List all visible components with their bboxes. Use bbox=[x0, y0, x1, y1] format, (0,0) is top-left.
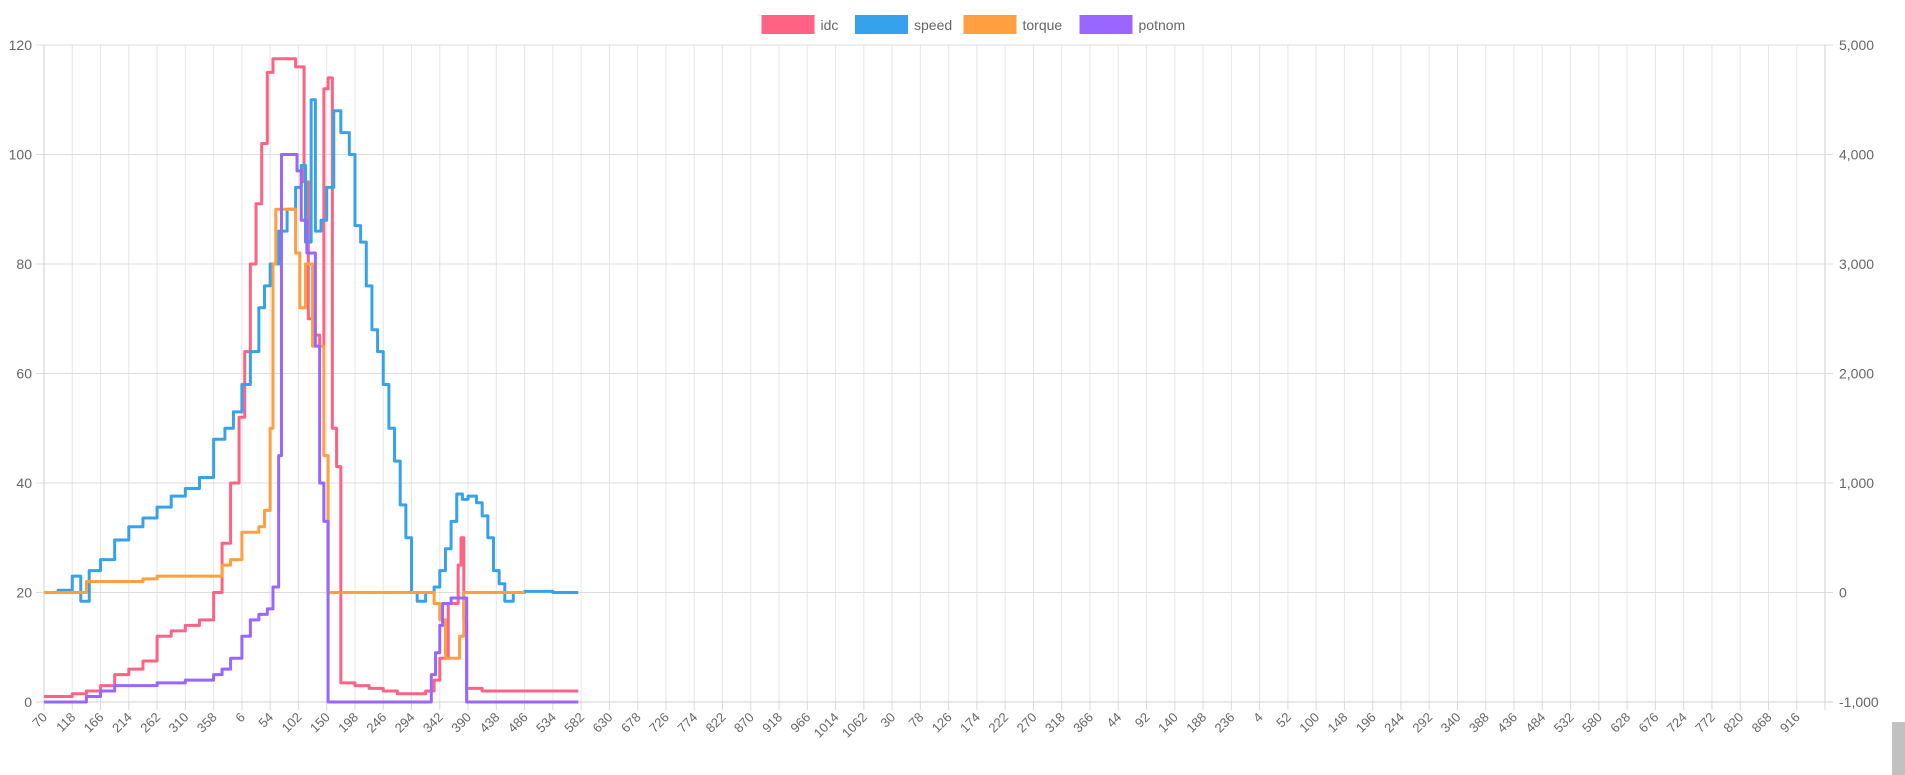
x-tick-label: 198 bbox=[335, 710, 361, 736]
x-tick-label: 222 bbox=[985, 710, 1011, 736]
x-tick-label: 118 bbox=[53, 710, 78, 735]
x-tick-label: 78 bbox=[906, 710, 927, 731]
x-tick-label: 820 bbox=[1720, 710, 1746, 736]
x-tick-label: 486 bbox=[505, 710, 531, 736]
x-tick-label: 678 bbox=[618, 710, 644, 736]
x-tick-label: 582 bbox=[561, 710, 587, 736]
y-left-tick-label: 80 bbox=[16, 256, 32, 272]
x-tick-label: 676 bbox=[1636, 710, 1662, 736]
x-tick-label: 292 bbox=[1409, 710, 1435, 736]
y-right-tick-label: 0 bbox=[1839, 585, 1847, 601]
x-tick-label: 1062 bbox=[839, 710, 870, 741]
x-tick-label: 870 bbox=[731, 710, 757, 736]
series-line-potnom bbox=[44, 153, 579, 704]
x-tick-label: 628 bbox=[1607, 710, 1633, 736]
x-tick-label: 366 bbox=[1070, 710, 1096, 736]
x-tick-label: 52 bbox=[1273, 710, 1294, 731]
x-tick-label: 868 bbox=[1749, 710, 1775, 736]
series-line-torque bbox=[44, 207, 525, 660]
x-tick-label: 166 bbox=[81, 710, 107, 736]
legend: idc speed torque potnom bbox=[761, 15, 1186, 34]
legend-item-speed: speed bbox=[855, 15, 952, 34]
series-lines bbox=[44, 57, 579, 704]
x-tick-label: 174 bbox=[957, 710, 983, 736]
x-tick-label: 214 bbox=[109, 710, 135, 736]
x-tick-label: 340 bbox=[1438, 710, 1464, 736]
series-line-speed bbox=[44, 98, 579, 603]
vertical-scrollbar-thumb[interactable] bbox=[1892, 722, 1905, 775]
x-tick-label: 44 bbox=[1104, 710, 1125, 731]
x-tick-label: 70 bbox=[29, 710, 50, 731]
x-tick-label: 318 bbox=[1042, 710, 1068, 736]
x-tick-label: 126 bbox=[929, 710, 955, 736]
x-tick-label: 236 bbox=[1212, 710, 1238, 736]
x-tick-label: 140 bbox=[1155, 710, 1181, 736]
y-right-tick-label: -1,000 bbox=[1839, 694, 1879, 710]
series-line-idc bbox=[44, 57, 579, 699]
x-tick-label: 630 bbox=[590, 710, 616, 736]
x-tick-label: 532 bbox=[1551, 710, 1577, 736]
x-tick-label: 150 bbox=[307, 710, 333, 736]
x-tick-label: 438 bbox=[476, 710, 502, 736]
x-tick-label: 726 bbox=[646, 710, 672, 736]
y-left-tick-label: 0 bbox=[24, 694, 32, 710]
x-tick-label: 310 bbox=[166, 710, 192, 736]
x-tick-label: 580 bbox=[1579, 710, 1605, 736]
x-tick-label: 772 bbox=[1692, 710, 1718, 736]
y-right-tick-label: 5,000 bbox=[1839, 37, 1874, 53]
x-tick-label: 390 bbox=[448, 710, 474, 736]
x-tick-label: 966 bbox=[787, 710, 813, 736]
x-tick-label: 822 bbox=[703, 710, 729, 736]
y-left-tick-label: 20 bbox=[16, 585, 32, 601]
legend-swatch bbox=[1079, 15, 1133, 34]
x-tick-label: 918 bbox=[759, 710, 785, 736]
y-right-tick-label: 3,000 bbox=[1839, 256, 1874, 272]
x-tick-label: 358 bbox=[194, 710, 220, 736]
legend-swatch bbox=[855, 15, 908, 34]
x-tick-label: 54 bbox=[255, 710, 276, 731]
x-tick-label: 148 bbox=[1325, 710, 1351, 736]
x-tick-label: 6 bbox=[232, 710, 248, 726]
legend-item-torque: torque bbox=[963, 15, 1063, 34]
y-left-tick-label: 40 bbox=[16, 475, 32, 491]
y-left-tick-label: 100 bbox=[9, 147, 33, 163]
x-tick-label: 100 bbox=[1296, 710, 1322, 736]
x-tick-label: 388 bbox=[1466, 710, 1492, 736]
x-tick-label: 294 bbox=[392, 710, 418, 736]
x-tick-label: 916 bbox=[1777, 710, 1803, 736]
x-tick-label: 244 bbox=[1381, 710, 1407, 736]
x-tick-label: 30 bbox=[877, 710, 898, 731]
legend-label: potnom bbox=[1139, 17, 1186, 33]
legend-item-idc: idc bbox=[761, 15, 839, 34]
x-tick-label: 270 bbox=[1014, 710, 1040, 736]
x-tick-label: 188 bbox=[1183, 710, 1209, 736]
y-right-tick-label: 1,000 bbox=[1839, 475, 1874, 491]
x-tick-label: 436 bbox=[1494, 710, 1520, 736]
y-right-tick-label: 4,000 bbox=[1839, 147, 1874, 163]
x-tick-label: 102 bbox=[279, 710, 305, 736]
y-left-tick-label: 60 bbox=[16, 366, 32, 382]
x-tick-label: 92 bbox=[1132, 710, 1153, 731]
x-tick-label: 196 bbox=[1353, 710, 1379, 736]
x-tick-label: 4 bbox=[1250, 710, 1266, 726]
legend-label: idc bbox=[821, 17, 839, 33]
x-tick-label: 534 bbox=[533, 710, 559, 736]
legend-swatch bbox=[761, 15, 815, 34]
legend-item-potnom: potnom bbox=[1079, 15, 1186, 34]
x-tick-label: 246 bbox=[363, 710, 389, 736]
x-tick-label: 484 bbox=[1522, 710, 1548, 736]
x-tick-label: 342 bbox=[420, 710, 446, 736]
y-right-tick-label: 2,000 bbox=[1839, 366, 1874, 382]
legend-label: torque bbox=[1023, 17, 1063, 33]
y-left-tick-label: 120 bbox=[9, 37, 33, 53]
x-tick-label: 1014 bbox=[811, 710, 842, 741]
x-tick-label: 262 bbox=[137, 710, 163, 736]
x-tick-label: 724 bbox=[1664, 710, 1690, 736]
x-tick-label: 774 bbox=[674, 710, 700, 736]
legend-swatch bbox=[963, 15, 1017, 34]
legend-label: speed bbox=[914, 17, 952, 33]
